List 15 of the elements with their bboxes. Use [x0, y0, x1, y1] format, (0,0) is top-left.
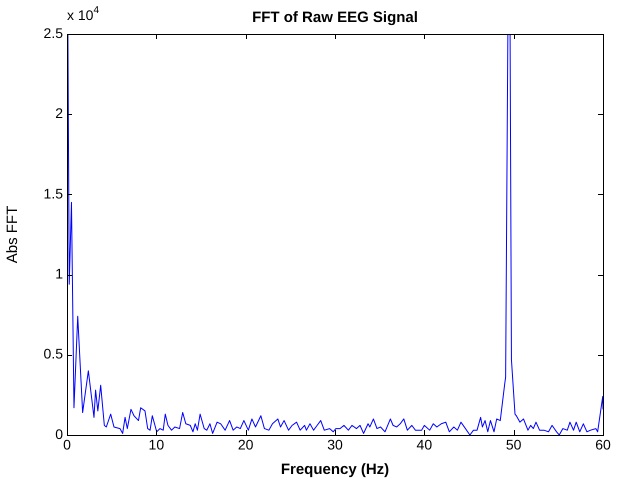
y-tick-label: 0.5 — [44, 346, 64, 362]
y-tick-label: 1 — [55, 265, 64, 282]
x-tick-label: 60 — [595, 436, 611, 452]
y-axis-title: Abs FFT — [4, 206, 22, 264]
x-tick-label: 10 — [148, 436, 164, 452]
x-tick-label: 40 — [416, 436, 432, 452]
chart-title: FFT of Raw EEG Signal — [252, 9, 418, 26]
x-tick-label: 30 — [327, 436, 343, 452]
y-tick-label: 1.5 — [44, 185, 64, 202]
y-tick-label: 2 — [55, 105, 64, 122]
x-axis-title: Frequency (Hz) — [280, 461, 390, 478]
x-tick-label: 20 — [238, 436, 254, 452]
x-tick-label: 50 — [506, 436, 522, 452]
y-tick-label: 2.5 — [44, 24, 64, 41]
y-tick-label: 0 — [55, 426, 64, 442]
